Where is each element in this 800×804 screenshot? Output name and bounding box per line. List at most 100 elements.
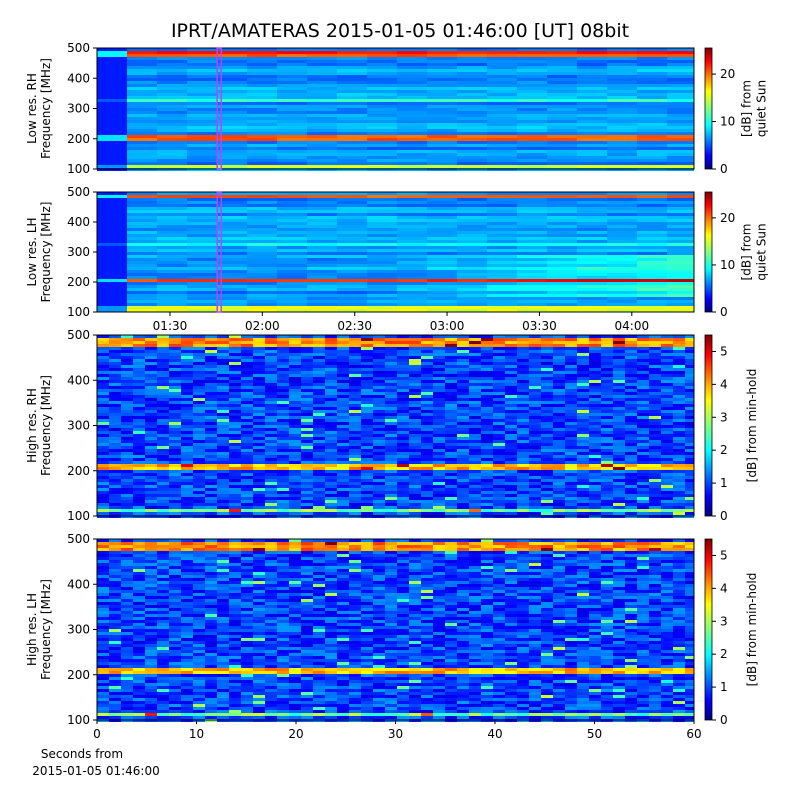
spectrogram-cell [133, 365, 145, 368]
spectrogram-cell [637, 219, 667, 222]
spectrogram-cell [127, 129, 157, 132]
spectrogram-cell [277, 368, 289, 371]
spectrogram-cell [577, 359, 589, 362]
spectrogram-cell [481, 383, 493, 386]
spectrogram-cell [637, 147, 667, 150]
spectrogram-cell [169, 401, 181, 404]
spectrogram-cell [367, 153, 397, 156]
spectrogram-cell [277, 503, 289, 506]
spectrogram-cell [133, 482, 145, 485]
spectrogram-cell [541, 410, 553, 413]
spectrogram-cell [325, 512, 337, 515]
spectrogram-cell [157, 545, 169, 548]
spectrogram-cell [313, 344, 325, 347]
spectrogram-cell [649, 374, 661, 377]
spectrogram-cell [157, 482, 169, 485]
spectrogram-cell [325, 407, 337, 410]
spectrogram-cell [397, 419, 409, 422]
spectrogram-cell [541, 473, 553, 476]
spectrogram-cell [541, 338, 553, 341]
spectrogram-cell [541, 359, 553, 362]
spectrogram-cell [427, 270, 457, 273]
spectrogram-cell [205, 380, 217, 383]
y-tick-label: 100 [67, 162, 90, 176]
spectrogram-cell [667, 228, 694, 231]
spectrogram-cell [337, 392, 349, 395]
spectrogram-cell [409, 512, 421, 515]
spectrogram-cell [487, 216, 517, 219]
spectrogram-cell [157, 69, 187, 72]
spectrogram-cell [277, 437, 289, 440]
spectrogram-cell [529, 509, 541, 512]
spectrogram-cell [217, 347, 229, 350]
spectrogram-cell [277, 512, 289, 515]
spectrogram-cell [547, 141, 577, 144]
spectrogram-cell [445, 404, 457, 407]
spectrogram-cell [493, 374, 505, 377]
spectrogram-cell [241, 368, 253, 371]
spectrogram-cell [397, 102, 427, 105]
spectrogram-cell [169, 407, 181, 410]
spectrogram-cell [433, 371, 445, 374]
spectrogram-cell [205, 482, 217, 485]
spectrogram-cell [613, 476, 625, 479]
spectrogram-cell [265, 545, 277, 548]
spectrogram-cell [241, 548, 253, 551]
spectrogram-cell [493, 452, 505, 455]
spectrogram-cell [637, 105, 667, 108]
spectrogram-cell [577, 93, 607, 96]
spectrogram-cell [181, 383, 193, 386]
spectrogram-cell [661, 482, 673, 485]
spectrogram-cell [637, 54, 667, 57]
spectrogram-cell [667, 51, 694, 54]
spectrogram-cell [373, 500, 385, 503]
spectrogram-cell [625, 395, 637, 398]
spectrogram-cell [547, 72, 577, 75]
spectrogram-cell [157, 201, 187, 204]
spectrogram-cell [367, 102, 397, 105]
spectrogram-cell [649, 548, 661, 551]
colorbar-tick-label: 0 [720, 509, 728, 523]
spectrogram-cell [109, 482, 121, 485]
spectrogram-cell [607, 111, 637, 114]
spectrogram-cell [157, 488, 169, 491]
spectrogram-cell [145, 407, 157, 410]
spectrogram-cell [685, 458, 694, 461]
spectrogram-cell [613, 395, 625, 398]
spectrogram-cell [457, 467, 469, 470]
spectrogram-cell [385, 428, 397, 431]
spectrogram-cell [127, 252, 157, 255]
spectrogram-cell [121, 473, 133, 476]
spectrogram-cell [157, 210, 187, 213]
spectrogram-cell [409, 482, 421, 485]
spectrogram-cell [181, 365, 193, 368]
spectrogram-cell [97, 437, 109, 440]
spectrogram-cell [337, 401, 349, 404]
spectrogram-cell [397, 228, 427, 231]
spectrogram-cell [637, 198, 667, 201]
spectrogram-cell [529, 389, 541, 392]
spectrogram-cell [307, 243, 337, 246]
spectrogram-cell [361, 473, 373, 476]
spectrogram-cell [127, 231, 157, 234]
spectrogram-cell [265, 338, 277, 341]
spectrogram-cell [385, 548, 397, 551]
spectrogram-cell [547, 84, 577, 87]
spectrogram-cell [109, 506, 121, 509]
spectrogram-cell [457, 491, 469, 494]
spectrogram-cell [445, 431, 457, 434]
spectrogram-cell [547, 123, 577, 126]
spectrogram-cell [397, 551, 409, 554]
spectrogram-cell [289, 464, 301, 467]
spectrogram-cell [661, 347, 673, 350]
spectrogram-cell [247, 123, 277, 126]
spectrogram-cell [133, 389, 145, 392]
spectrogram-cell [265, 461, 277, 464]
spectrogram-cell [517, 54, 547, 57]
spectrogram-cell [397, 129, 427, 132]
spectrogram-cell [469, 359, 481, 362]
spectrogram-cell [193, 437, 205, 440]
spectrogram-cell [397, 294, 427, 297]
spectrogram-cell [553, 377, 565, 380]
spectrogram-cell [367, 111, 397, 114]
